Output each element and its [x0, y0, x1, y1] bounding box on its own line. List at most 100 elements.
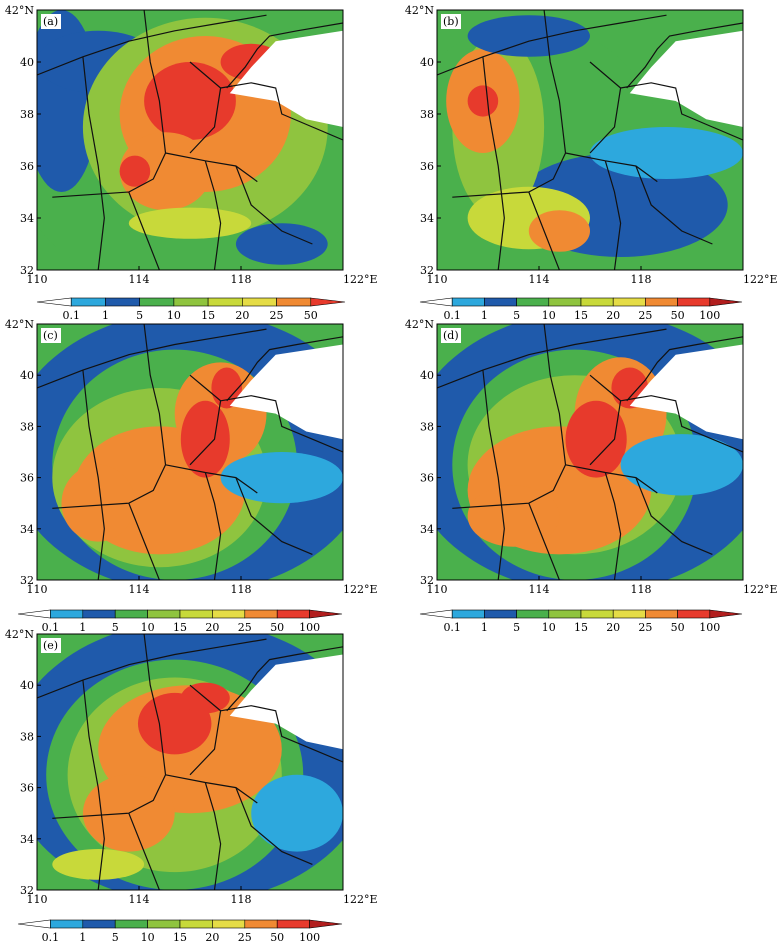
- lat-tick-label: 42°N: [405, 318, 434, 331]
- sea-area: [629, 344, 743, 440]
- lat-tick-label: 36: [20, 160, 34, 173]
- contour-blob: [590, 127, 743, 179]
- colorbar-tick-label: 25: [270, 309, 284, 322]
- colorbar-segment: [244, 919, 278, 929]
- colorbar-tick-label: 5: [112, 931, 119, 944]
- province-border: [82, 680, 105, 890]
- contour-blob: [251, 774, 343, 852]
- lon-tick-label: 118: [231, 893, 252, 906]
- contour-blob: [119, 132, 212, 211]
- panel-label-box: [441, 14, 461, 29]
- lon-tick-label: 110: [427, 583, 448, 596]
- province-border: [437, 14, 667, 76]
- colorbar-segment: [309, 609, 343, 619]
- lat-tick-label: 34: [420, 212, 434, 225]
- lon-tick-label: 118: [631, 273, 652, 286]
- lat-tick-label: 32: [420, 264, 434, 277]
- province-border: [437, 328, 667, 389]
- province-border: [226, 646, 343, 712]
- colorbar-tick-label: 1: [481, 621, 488, 634]
- contour-blob: [128, 207, 252, 239]
- lat-tick-label: 36: [420, 472, 434, 485]
- contour-blob: [119, 155, 151, 187]
- lon-tick-label: 110: [27, 893, 48, 906]
- lat-tick-label: 42°N: [5, 4, 34, 17]
- colorbar-tick-label: 5: [112, 621, 119, 634]
- lon-tick-label: 122°E: [343, 273, 378, 286]
- colorbar-segment: [114, 919, 148, 929]
- colorbar-tick-label: 25: [238, 621, 252, 634]
- colorbar-tick-label: 25: [638, 309, 652, 322]
- province-border: [635, 477, 713, 555]
- contour-blob: [528, 210, 591, 252]
- colorbar-tick-label: 20: [606, 309, 620, 322]
- province-border: [482, 56, 505, 270]
- lon-tick-label: 122°E: [743, 583, 778, 596]
- lat-tick-label: 38: [420, 108, 434, 121]
- colorbar-segment: [50, 919, 84, 929]
- lat-tick-label: 42°N: [5, 628, 34, 641]
- colorbar-tick-label: 1: [481, 309, 488, 322]
- colorbar-segment: [709, 609, 743, 619]
- panel-label: (b): [443, 15, 459, 28]
- contour-blob: [220, 452, 343, 504]
- lat-tick-label: 36: [20, 782, 34, 795]
- map-frame: [436, 9, 744, 271]
- panel-label-box: [41, 328, 61, 343]
- province-border: [37, 14, 267, 76]
- province-border: [128, 191, 160, 270]
- lon-tick-label: 122°E: [343, 893, 378, 906]
- lat-tick-label: 40: [20, 369, 34, 382]
- colorbar-segment: [179, 919, 213, 929]
- province-border: [626, 336, 743, 402]
- colorbar-tick-label: 0.1: [443, 621, 461, 634]
- lat-tick-label: 40: [420, 56, 434, 69]
- colorbar-tick-label: 50: [671, 621, 685, 634]
- lon-tick-label: 110: [27, 583, 48, 596]
- contour-blob: [467, 485, 560, 547]
- colorbar-tick-label: 20: [205, 621, 219, 634]
- panel-label: (c): [43, 329, 58, 342]
- province-border: [565, 152, 658, 183]
- colorbar-tick-label: 10: [542, 621, 556, 634]
- lon-tick-label: 118: [231, 583, 252, 596]
- colorbar-tick-label: 15: [574, 621, 588, 634]
- lat-tick-label: 34: [420, 523, 434, 536]
- province-border: [528, 191, 560, 270]
- province-border: [204, 472, 222, 580]
- precip-field: [437, 324, 743, 580]
- colorbar-tick-label: 20: [205, 931, 219, 944]
- lat-tick-label: 38: [420, 420, 434, 433]
- lat-tick-label: 40: [420, 369, 434, 382]
- colorbar-tick-label: 10: [542, 309, 556, 322]
- colorbar-tick-label: 5: [513, 621, 520, 634]
- lat-tick-label: 42°N: [5, 318, 34, 331]
- colorbar-tick-label: 1: [79, 931, 86, 944]
- lat-tick-label: 38: [20, 730, 34, 743]
- sea-area: [229, 654, 343, 750]
- precip-field: [37, 634, 343, 890]
- lat-tick-label: 34: [20, 212, 34, 225]
- province-border: [226, 336, 343, 402]
- lon-tick-label: 122°E: [743, 273, 778, 286]
- colorbar-tick-label: 10: [141, 931, 155, 944]
- colorbar-tick-label: 0.1: [62, 309, 80, 322]
- lat-tick-label: 32: [20, 574, 34, 587]
- province-border: [604, 472, 622, 580]
- map-frame: [36, 323, 344, 581]
- colorbar-segment: [276, 919, 310, 929]
- colorbar-tick-label: 50: [270, 931, 284, 944]
- province-border: [235, 165, 313, 245]
- colorbar-segment: [212, 919, 246, 929]
- map-frame: [436, 323, 744, 581]
- lon-tick-label: 110: [27, 273, 48, 286]
- panel-label-box: [41, 14, 61, 29]
- colorbar-segment: [17, 919, 51, 929]
- panel-label: (d): [443, 329, 459, 342]
- province-border: [528, 502, 560, 580]
- province-border: [565, 464, 658, 494]
- lat-tick-label: 32: [20, 884, 34, 897]
- province-border: [37, 638, 267, 699]
- colorbar-tick-label: 50: [304, 309, 318, 322]
